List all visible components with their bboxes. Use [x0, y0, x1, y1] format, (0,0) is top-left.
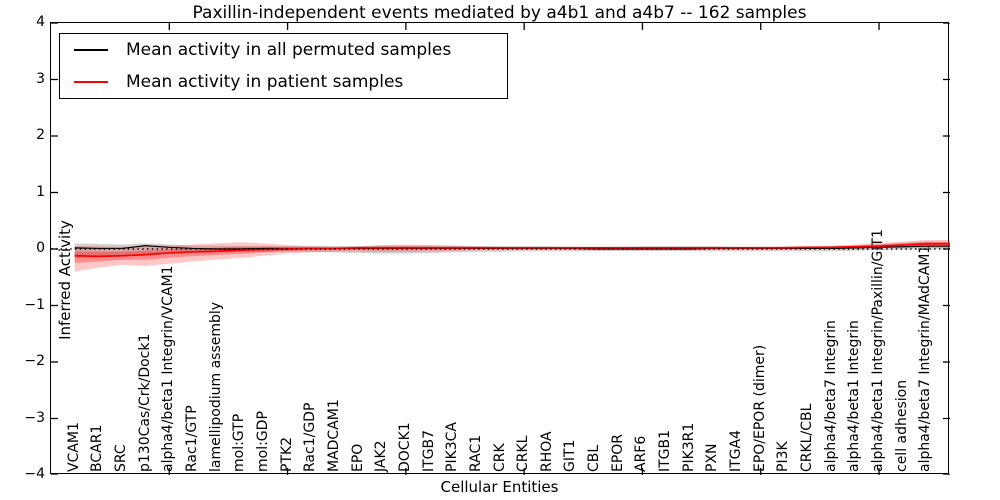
y-tick-label: 0: [36, 240, 45, 256]
plot-area: VCAM1 BCAR1 SRC p130Cas/Crk/Dock1 alpha4/bet…: [50, 22, 950, 475]
line-patient-mean: [74, 243, 950, 258]
y-tick-label: 2: [36, 127, 45, 143]
legend-item-permuted: Mean activity in all permuted samples: [60, 37, 507, 63]
y-tick-label: −1: [24, 296, 45, 313]
plot-canvas: [51, 23, 950, 475]
y-tick-label: −4: [24, 466, 45, 482]
y-tick-label: 3: [36, 70, 45, 87]
band-patient: [74, 239, 950, 272]
legend-label-patient: Mean activity in patient samples: [126, 72, 404, 92]
legend-line-black: [74, 49, 108, 51]
band-patient-inner: [74, 242, 950, 263]
y-tick-label: −3: [24, 409, 45, 426]
y-tick-label: 4: [36, 14, 45, 30]
chart-title: Paxillin-independent events mediated by …: [192, 3, 807, 23]
x-axis-title: Cellular Entities: [440, 478, 559, 496]
legend: Mean activity in all permuted samples Me…: [59, 33, 508, 99]
legend-label-permuted: Mean activity in all permuted samples: [126, 40, 452, 60]
legend-line-red: [74, 81, 108, 83]
y-tick-label: 1: [36, 183, 45, 200]
y-tick-label: −2: [24, 353, 45, 369]
legend-item-patient: Mean activity in patient samples: [60, 69, 507, 95]
